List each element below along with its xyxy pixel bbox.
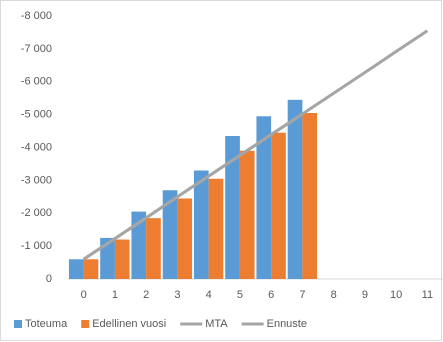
x-tick-label: 3 [174,289,180,301]
bar [68,259,84,279]
y-tick-label: -6 000 [21,76,52,88]
x-tick-label: 2 [143,289,149,301]
x-tick-label: 6 [268,289,274,301]
x-tick-label: 0 [81,289,87,301]
x-tick-label: 9 [362,289,368,301]
y-tick-label: 0 [46,273,52,285]
y-tick-label: -1 000 [21,240,52,252]
y-tick-label: -7 000 [21,43,52,55]
legend-label: Edellinen vuosi [92,318,166,330]
bar [239,150,255,279]
bar [177,198,193,279]
bar [193,170,209,279]
bar [271,132,286,279]
bar [131,211,147,279]
y-tick-label: -2 000 [21,207,52,219]
x-tick-label: 5 [237,289,243,301]
bar [83,259,99,279]
bar [162,190,178,279]
x-tick-label: 11 [422,289,433,301]
bar [225,135,240,279]
legend-label: MTA [205,318,228,330]
x-tick-label: 7 [299,289,305,301]
y-tick-label: -4 000 [21,141,52,153]
x-tick-label: 10 [390,289,402,301]
bar [256,116,272,279]
y-tick-label: -8 000 [21,10,52,22]
bar [302,112,318,279]
line [82,29,429,261]
bar [146,218,161,279]
legend-swatch [14,320,22,328]
legend-label: Ennuste [267,318,307,330]
bar [287,99,303,279]
x-tick-label: 4 [206,289,212,301]
y-tick-label: -3 000 [21,174,52,186]
y-tick-label: -5 000 [21,109,52,121]
x-tick-label: 1 [112,289,118,301]
legend-label: Toteuma [25,318,68,330]
bar [114,239,130,279]
x-tick-label: 8 [331,289,337,301]
bar [208,178,224,279]
legend-swatch [81,320,90,328]
bar [100,237,115,279]
